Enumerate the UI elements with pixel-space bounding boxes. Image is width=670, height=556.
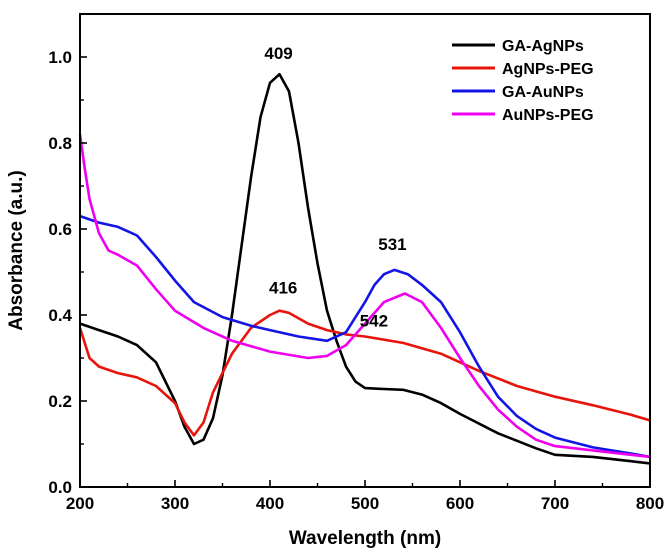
series-line-3 [78, 134, 651, 459]
x-tick-label: 800 [636, 494, 664, 513]
legend-label: AuNPs-PEG [502, 107, 594, 124]
legend-label: GA-AuNPs [502, 84, 584, 101]
y-tick-label: 0.8 [48, 134, 72, 153]
x-tick-label: 300 [161, 494, 189, 513]
y-tick-label: 0.0 [48, 478, 72, 497]
x-tick-label: 400 [256, 494, 284, 513]
x-tick-label: 600 [446, 494, 474, 513]
peak-label-416: 416 [269, 279, 297, 298]
series-line-1 [78, 309, 651, 437]
series-line-0 [79, 72, 651, 465]
legend-label: AgNPs-PEG [502, 61, 594, 78]
x-axis-title: Wavelength (nm) [289, 528, 441, 549]
peak-label-531: 531 [378, 235, 406, 254]
axis-ticks: 200 300 400 500 600 700 800 0.0 0.2 0.4 0.6 0.8 1.0 [48, 13, 664, 513]
plot-curves [78, 72, 651, 465]
y-tick-label: 1.0 [48, 48, 72, 67]
x-tick-label: 500 [351, 494, 379, 513]
legend-label: GA-AgNPs [502, 38, 584, 55]
series-line-2 [79, 214, 651, 459]
peak-annotations: 409 416 531 542 [264, 44, 406, 330]
y-tick-label: 0.6 [48, 220, 72, 239]
x-tick-label: 700 [541, 494, 569, 513]
legend: GA-AgNPs AgNPs-PEG GA-AuNPs AuNPs-PEG [452, 38, 594, 124]
peak-label-542: 542 [360, 312, 388, 331]
x-tick-label: 200 [66, 494, 94, 513]
y-tick-label: 0.2 [48, 392, 72, 411]
y-tick-label: 0.4 [48, 306, 72, 325]
y-axis-title: Absorbance (a.u.) [6, 170, 27, 330]
peak-label-409: 409 [264, 44, 292, 63]
